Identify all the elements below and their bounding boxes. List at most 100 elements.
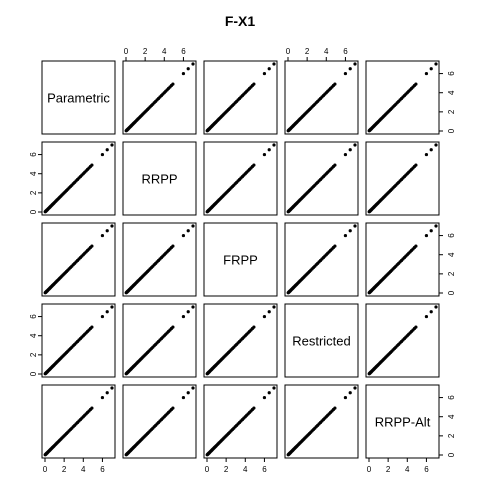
data-point <box>110 386 113 389</box>
data-point <box>353 62 356 65</box>
tick-label: 2 <box>29 190 38 195</box>
tick-label: 6 <box>447 71 456 76</box>
tick-label: 2 <box>29 352 38 357</box>
tick-label: 2 <box>305 47 310 56</box>
tick-label: 0 <box>124 47 129 56</box>
tick-label: 2 <box>447 271 456 276</box>
data-point <box>187 310 190 313</box>
data-point <box>434 62 437 65</box>
data-point <box>425 153 428 156</box>
data-point <box>90 326 93 329</box>
tick-label: 0 <box>286 47 291 56</box>
tick-label: 6 <box>100 465 105 474</box>
data-point <box>191 386 194 389</box>
tick-label: 4 <box>29 171 38 176</box>
data-point <box>191 305 194 308</box>
data-point <box>171 83 174 86</box>
data-point <box>182 234 185 237</box>
tick-label: 0 <box>447 452 456 457</box>
tick-label: 2 <box>62 465 67 474</box>
data-point <box>272 62 275 65</box>
x-axis-bottom-col5: 0 2 4 6 <box>367 458 429 474</box>
panel-grid: Parametric RRPP FRPP Restricted RRPP-Alt 0 2 4 6… <box>29 47 456 474</box>
data-point <box>110 224 113 227</box>
panel-5-5: RRPP-Alt <box>366 385 439 458</box>
panel-4-4: Restricted <box>285 304 358 377</box>
panel-1-4 <box>285 61 358 134</box>
data-point <box>106 148 109 151</box>
tick-label: 4 <box>162 47 167 56</box>
data-point <box>268 67 271 70</box>
data-point <box>110 143 113 146</box>
data-point <box>353 143 356 146</box>
panel-4-3 <box>204 304 277 377</box>
data-point <box>272 305 275 308</box>
panel-1-2 <box>123 61 196 134</box>
tick-label: 2 <box>143 47 148 56</box>
panel-1-3 <box>204 61 277 134</box>
y-axis-right-row1: 0246 <box>439 71 456 133</box>
data-point <box>414 245 417 248</box>
data-point <box>349 229 352 232</box>
data-point <box>430 67 433 70</box>
tick-label: 4 <box>447 90 456 95</box>
variable-label-frpp: FRPP <box>223 253 258 268</box>
data-point <box>344 72 347 75</box>
panel-2-1 <box>42 142 115 215</box>
x-axis-bottom-col3: 0246 <box>205 458 267 474</box>
panel-3-5 <box>366 223 439 296</box>
data-point <box>191 62 194 65</box>
data-point <box>349 148 352 151</box>
data-point <box>333 164 336 167</box>
data-point <box>263 396 266 399</box>
chart-title: F-X1 <box>225 13 256 29</box>
tick-label: 4 <box>81 465 86 474</box>
panel-2-3 <box>204 142 277 215</box>
data-point <box>353 224 356 227</box>
data-point <box>182 315 185 318</box>
panel-5-1 <box>42 385 115 458</box>
panel-3-2 <box>123 223 196 296</box>
tick-label: 6 <box>447 395 456 400</box>
tick-label: 6 <box>29 152 38 157</box>
tick-label: 2 <box>386 465 391 474</box>
tick-label: 0 <box>367 465 372 474</box>
data-point <box>272 143 275 146</box>
data-point <box>106 391 109 394</box>
data-point <box>252 164 255 167</box>
panel-4-2 <box>123 304 196 377</box>
tick-label: 0 <box>447 290 456 295</box>
data-point <box>182 72 185 75</box>
data-point <box>344 153 347 156</box>
variable-label-rrpp-alt: RRPP-Alt <box>375 415 431 430</box>
data-point <box>171 407 174 410</box>
data-point <box>430 148 433 151</box>
data-point <box>353 386 356 389</box>
data-point <box>171 326 174 329</box>
panel-5-2 <box>123 385 196 458</box>
data-point <box>263 72 266 75</box>
tick-label: 6 <box>424 465 429 474</box>
data-point <box>272 386 275 389</box>
data-point <box>434 224 437 227</box>
panel-2-2: RRPP <box>123 142 196 215</box>
data-point <box>430 229 433 232</box>
data-point <box>333 245 336 248</box>
data-point <box>263 315 266 318</box>
tick-label: 0 <box>205 465 210 474</box>
data-point <box>349 391 352 394</box>
panel-2-5 <box>366 142 439 215</box>
panel-5-3 <box>204 385 277 458</box>
tick-label: 6 <box>29 314 38 319</box>
x-axis-top-col2: 0 2 4 6 <box>124 47 186 61</box>
data-point <box>101 315 104 318</box>
data-point <box>90 245 93 248</box>
data-point <box>425 234 428 237</box>
data-point <box>101 153 104 156</box>
data-point <box>90 164 93 167</box>
y-axis-left-row4: 0246 <box>29 314 42 376</box>
data-point <box>252 326 255 329</box>
data-point <box>106 229 109 232</box>
tick-label: 0 <box>29 371 38 376</box>
data-point <box>90 407 93 410</box>
